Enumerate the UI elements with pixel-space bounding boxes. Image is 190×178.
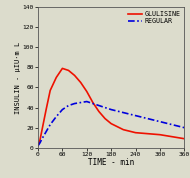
- Y-axis label: INSULIN - μIU·m L: INSULIN - μIU·m L: [15, 41, 21, 114]
- X-axis label: TIME - min: TIME - min: [88, 158, 134, 167]
- Legend: GLULISINE, REGULAR: GLULISINE, REGULAR: [128, 11, 181, 25]
